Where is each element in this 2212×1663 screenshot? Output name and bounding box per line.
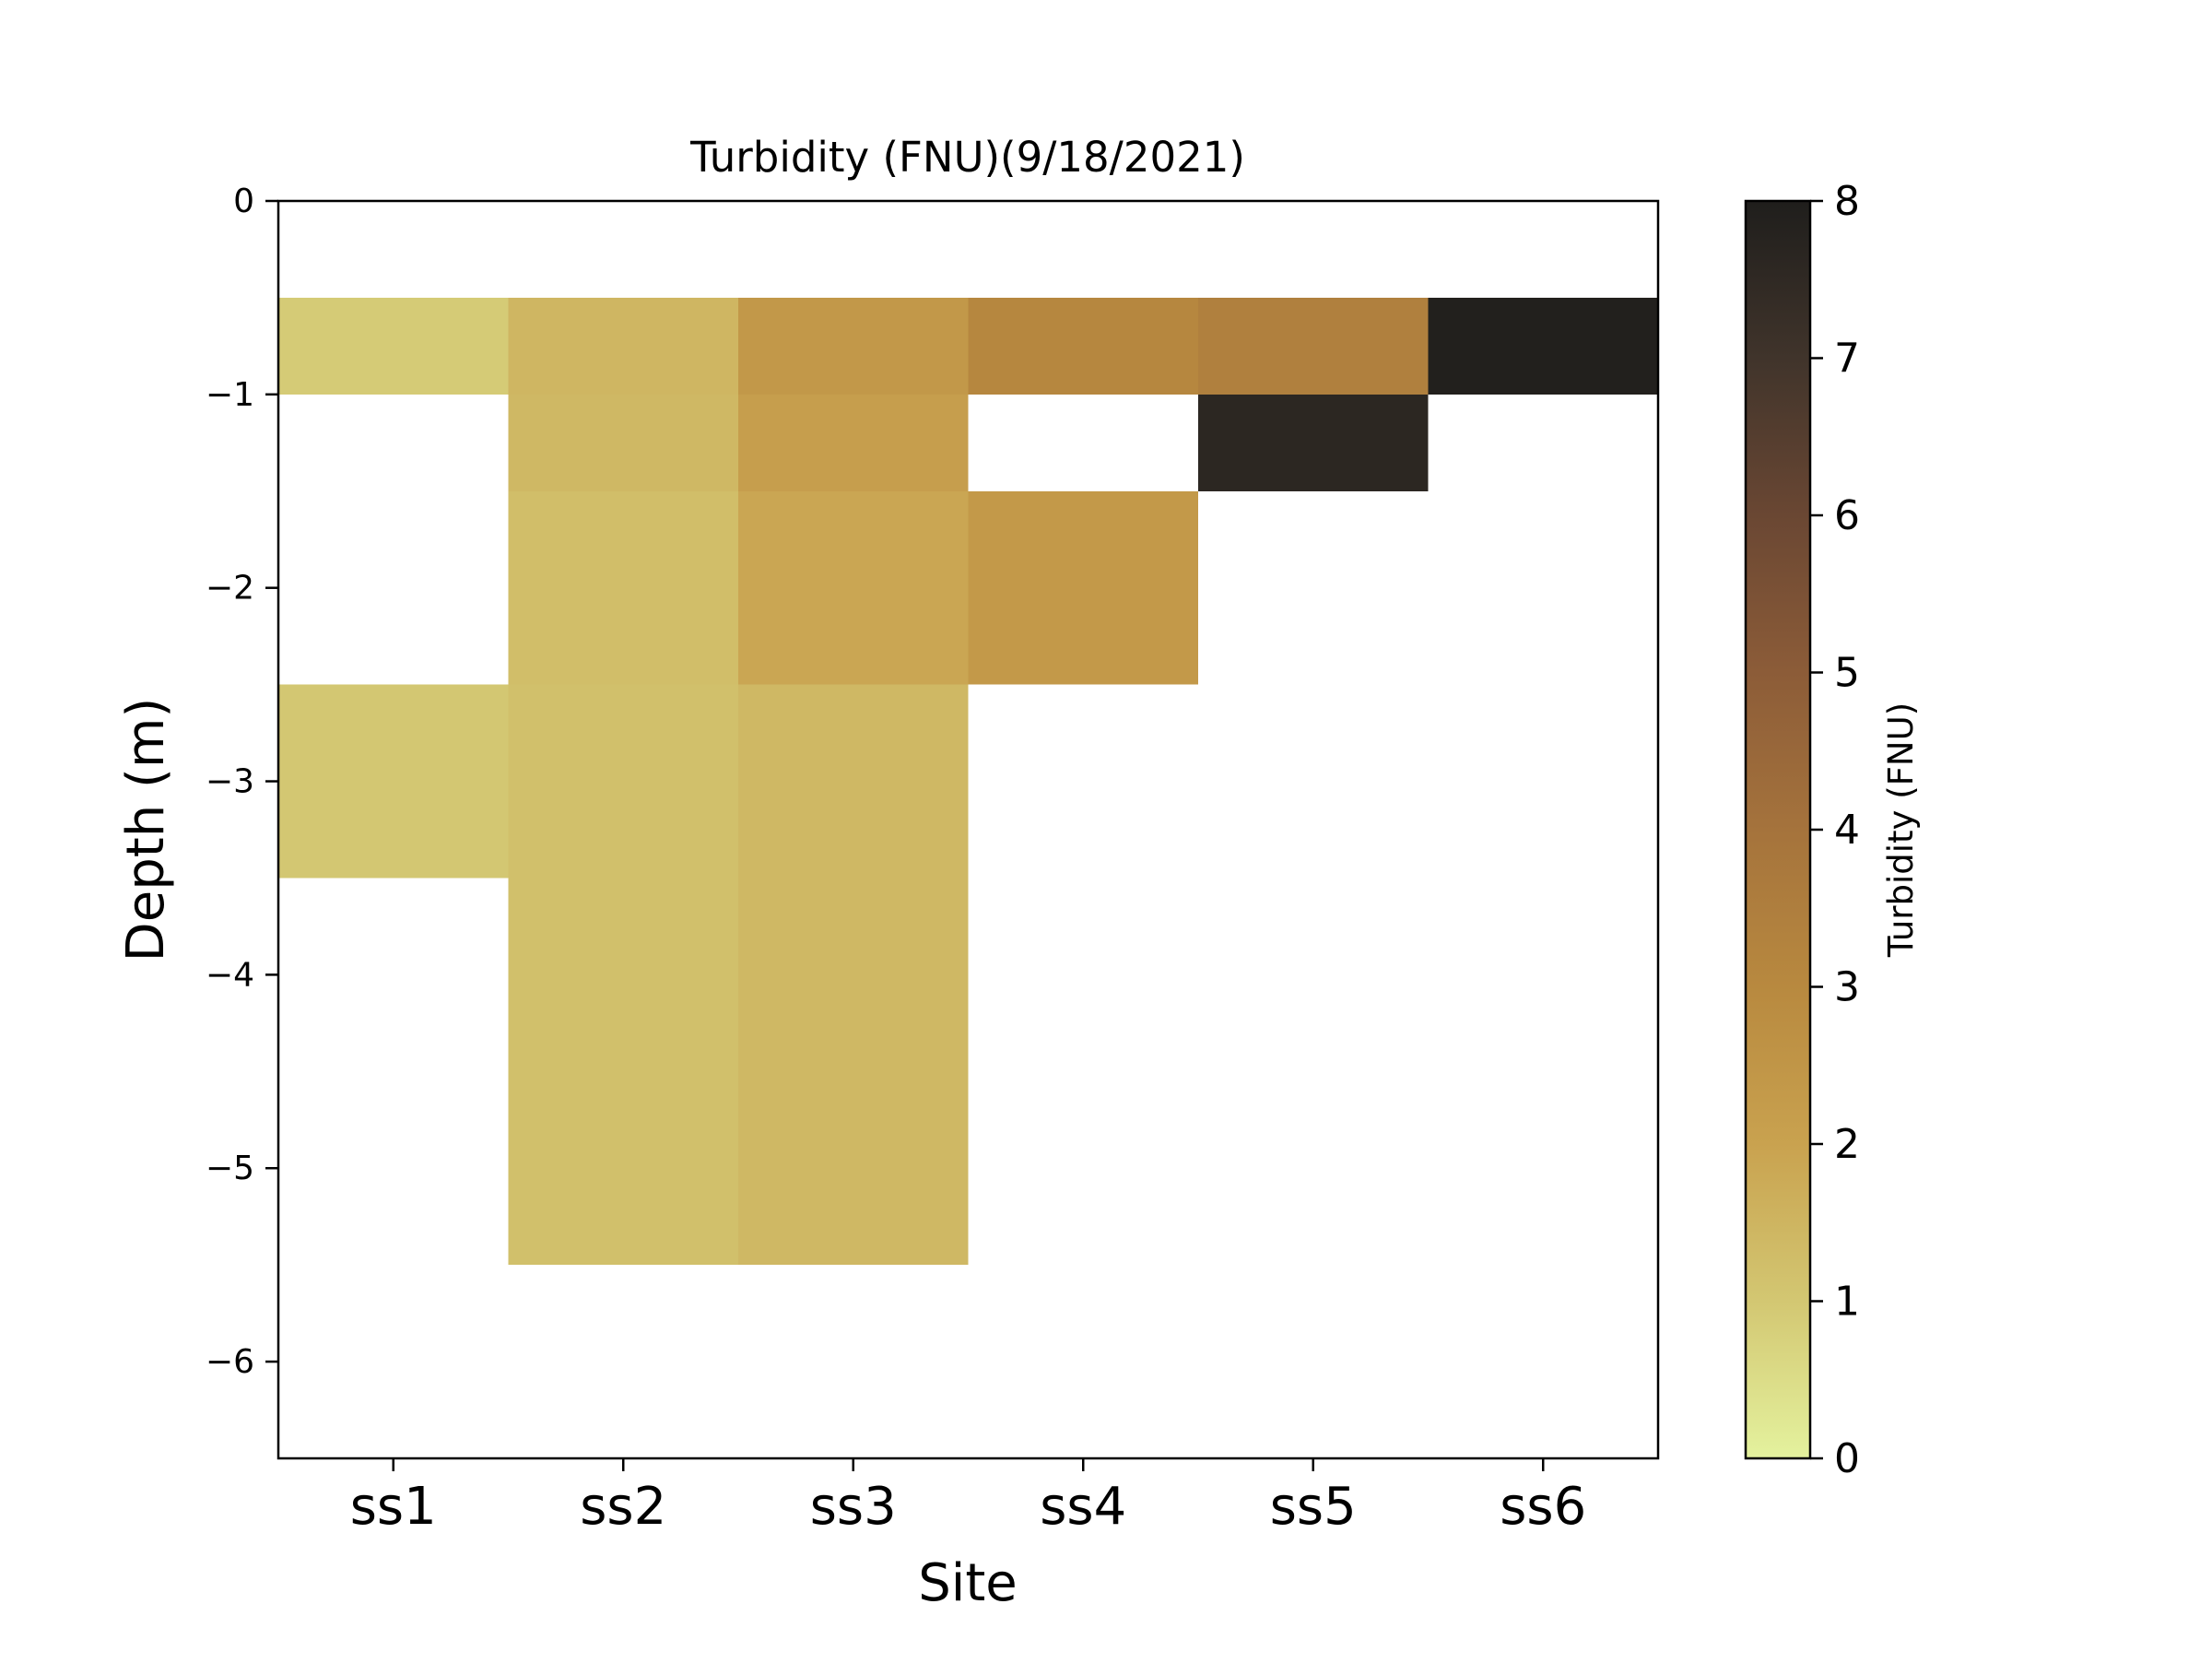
heatmap-cell-ss4 (968, 297, 1198, 395)
heatmap-cell-ss3 (738, 297, 969, 395)
heatmap-cell-ss5 (1198, 297, 1429, 395)
colorbar-tick-label: 1 (1834, 1279, 1860, 1326)
y-tick-label: −3 (206, 763, 254, 801)
x-tick-label: ss1 (350, 1477, 437, 1537)
heatmap-cells (278, 297, 1658, 1266)
colorbar-tick-label: 0 (1834, 1435, 1860, 1482)
heatmap-cell-ss3 (738, 878, 969, 1266)
colorbar-label: Turbidity (FNU) (1881, 702, 1921, 958)
y-tick-label: −2 (206, 570, 254, 607)
x-axis: ss1 ss2 ss3 ss4 ss5 ss6 (350, 1458, 1586, 1537)
x-tick-label: ss6 (1500, 1477, 1586, 1537)
colorbar-tick-label: 4 (1834, 807, 1860, 854)
colorbar-tick-label: 5 (1834, 650, 1860, 697)
y-tick-label: −6 (206, 1343, 254, 1381)
colorbar (1744, 199, 1812, 1460)
heatmap-cell-ss2 (508, 878, 738, 1266)
heatmap-cell-ss6 (1428, 297, 1658, 395)
y-tick-label: 0 (233, 183, 254, 220)
x-tick-label: ss5 (1270, 1477, 1357, 1537)
x-tick-label: ss2 (580, 1477, 666, 1537)
heatmap-cell-ss3 (738, 684, 969, 879)
y-tick-label: −5 (206, 1150, 254, 1187)
heatmap-cell-ss4 (968, 490, 1198, 685)
y-axis: 0 −1 −2 −3 −4 −5 −6 (206, 183, 278, 1381)
chart-title: Turbidity (FNU)(9/18/2021) (689, 133, 1245, 182)
heatmap-cell-ss5 (1198, 394, 1429, 491)
colorbar-tick-label: 7 (1834, 336, 1860, 383)
heatmap-cell-ss2 (508, 394, 738, 491)
colorbar-axis: 0 1 2 3 4 5 6 7 8 (1810, 178, 1860, 1482)
heatmap-cell-ss2 (508, 684, 738, 879)
x-tick-label: ss3 (810, 1477, 897, 1537)
heatmap-cell-ss3 (738, 394, 969, 491)
heatmap-cell-ss2 (508, 297, 738, 395)
x-axis-label: Site (918, 1553, 1018, 1613)
colorbar-tick-label: 2 (1834, 1121, 1860, 1168)
y-axis-label: Depth (m) (116, 698, 176, 962)
plot-frame (276, 199, 1660, 1460)
heatmap-cell-ss1 (278, 684, 509, 879)
y-tick-label: −1 (206, 376, 254, 414)
colorbar-tick-label: 3 (1834, 964, 1860, 1011)
colorbar-tick-label: 6 (1834, 492, 1860, 539)
heatmap-cell-ss1 (278, 297, 509, 395)
y-tick-label: −4 (206, 956, 254, 994)
colorbar-tick-label: 8 (1834, 178, 1860, 225)
x-tick-label: ss4 (1040, 1477, 1126, 1537)
heatmap-cell-ss3 (738, 490, 969, 685)
heatmap-cell-ss2 (508, 490, 738, 685)
